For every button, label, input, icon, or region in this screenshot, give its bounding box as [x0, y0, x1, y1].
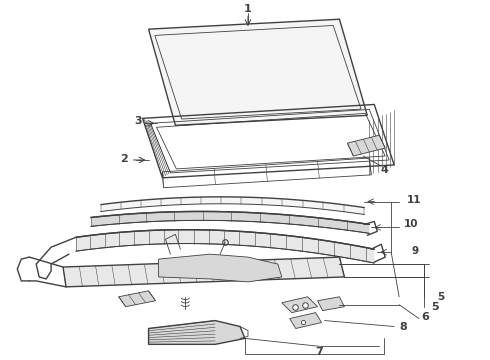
Circle shape — [251, 264, 258, 270]
Polygon shape — [119, 291, 155, 307]
Polygon shape — [148, 19, 368, 125]
Polygon shape — [158, 254, 282, 282]
Polygon shape — [155, 26, 361, 119]
Text: 5: 5 — [437, 292, 444, 302]
Polygon shape — [148, 320, 245, 345]
Circle shape — [192, 262, 199, 270]
Polygon shape — [91, 211, 369, 233]
Text: 4: 4 — [380, 165, 388, 175]
Circle shape — [212, 262, 219, 270]
Polygon shape — [290, 312, 321, 328]
Text: 3: 3 — [135, 116, 143, 126]
Text: 8: 8 — [399, 321, 407, 332]
Polygon shape — [347, 135, 385, 156]
Text: 1: 1 — [244, 4, 252, 14]
Polygon shape — [282, 297, 318, 312]
Polygon shape — [63, 257, 344, 287]
Polygon shape — [76, 230, 374, 263]
Text: 5: 5 — [431, 302, 439, 312]
Polygon shape — [101, 197, 365, 215]
Circle shape — [267, 266, 273, 273]
Circle shape — [232, 262, 239, 270]
Text: 6: 6 — [421, 312, 429, 321]
Polygon shape — [318, 297, 344, 311]
Text: 11: 11 — [407, 195, 421, 204]
Text: 10: 10 — [404, 219, 418, 229]
Circle shape — [172, 264, 179, 270]
Text: 9: 9 — [411, 246, 418, 256]
Text: 7: 7 — [316, 347, 323, 357]
Text: 2: 2 — [120, 154, 127, 164]
